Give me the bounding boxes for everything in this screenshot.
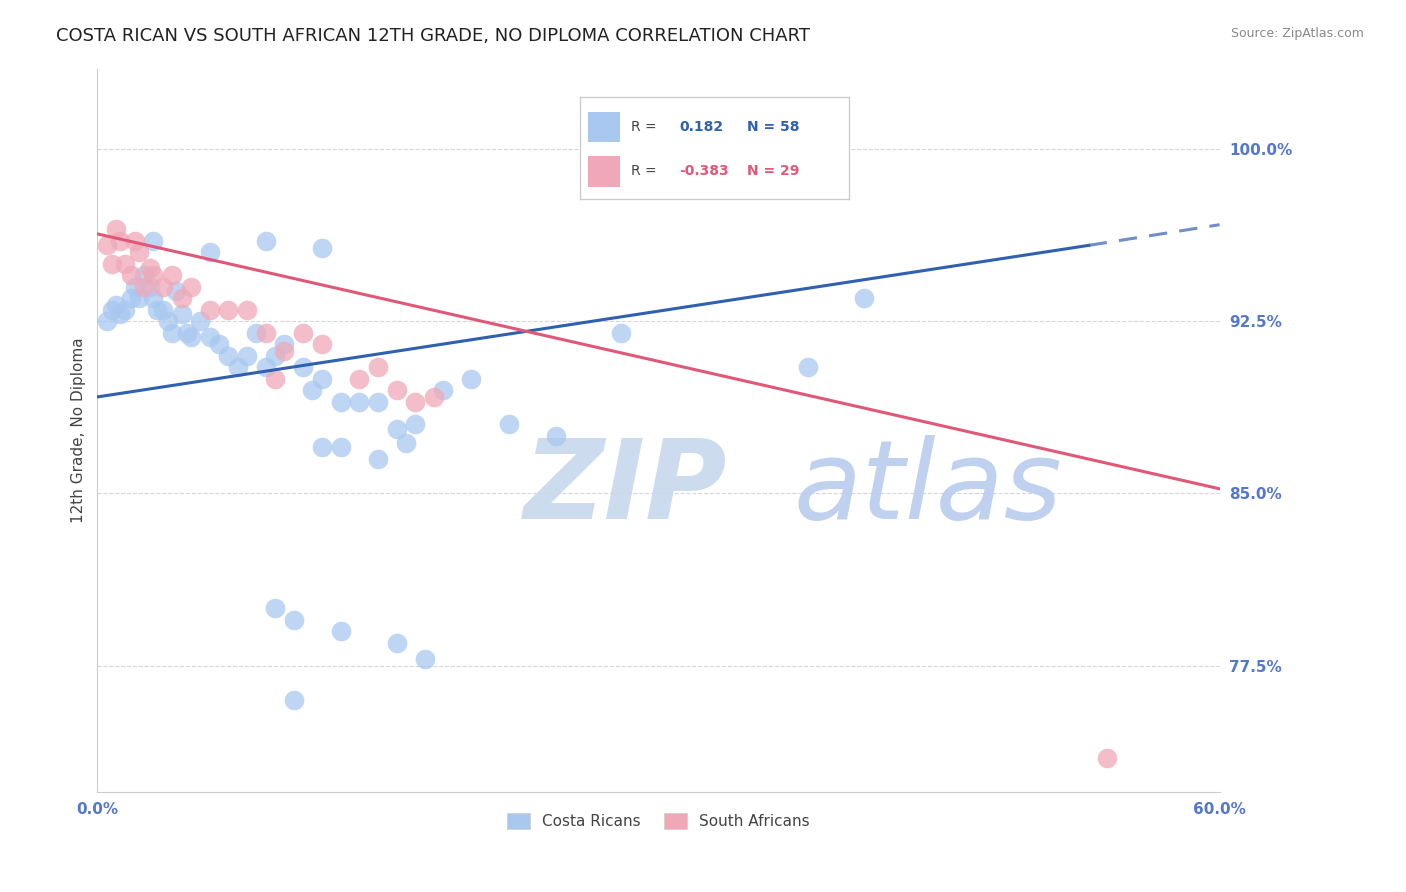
Point (142, 268, 165, 283)
Point (853, 291, 876, 305)
Point (498, 417, 520, 432)
Point (264, 371, 287, 385)
Point (385, 383, 408, 397)
Point (170, 307, 193, 321)
Point (128, 245, 150, 260)
Point (395, 435, 418, 450)
Point (236, 302, 259, 317)
Point (108, 234, 131, 248)
Point (138, 261, 160, 276)
Point (329, 441, 352, 455)
Point (176, 326, 198, 340)
Text: Source: ZipAtlas.com: Source: ZipAtlas.com (1230, 27, 1364, 40)
Point (96, 238, 118, 252)
Point (367, 452, 389, 467)
Point (544, 429, 567, 443)
Point (105, 222, 128, 236)
Point (198, 302, 221, 317)
Point (114, 257, 136, 271)
Point (132, 268, 155, 283)
Point (142, 234, 165, 248)
Point (188, 314, 211, 328)
Point (152, 302, 174, 317)
Point (160, 326, 183, 340)
Point (152, 279, 174, 293)
Point (254, 360, 277, 375)
Point (245, 326, 267, 340)
Y-axis label: 12th Grade, No Diploma: 12th Grade, No Diploma (72, 337, 86, 523)
Point (124, 279, 146, 293)
Point (329, 394, 352, 409)
Point (128, 291, 150, 305)
Point (105, 298, 128, 312)
Point (329, 624, 352, 639)
Point (432, 383, 454, 397)
Text: atlas: atlas (793, 434, 1062, 541)
Point (264, 601, 287, 615)
Point (264, 349, 287, 363)
Point (413, 652, 436, 666)
Point (610, 326, 633, 340)
Point (311, 337, 333, 351)
Point (311, 441, 333, 455)
Point (236, 349, 259, 363)
Point (423, 390, 446, 404)
Point (217, 302, 239, 317)
Point (160, 268, 183, 283)
Point (180, 279, 202, 293)
Point (114, 302, 136, 317)
Point (273, 337, 295, 351)
Text: ZIP: ZIP (524, 434, 727, 541)
Point (1097, 750, 1119, 764)
Point (367, 360, 389, 375)
Point (120, 268, 142, 283)
Point (404, 417, 426, 432)
Point (120, 291, 142, 305)
Point (311, 371, 333, 385)
Point (180, 330, 202, 344)
Point (198, 330, 221, 344)
Point (146, 302, 169, 317)
Point (108, 307, 131, 321)
Point (797, 360, 820, 375)
Point (198, 245, 221, 260)
Point (101, 302, 124, 317)
Point (157, 314, 180, 328)
Point (273, 344, 295, 359)
Legend: Costa Ricans, South Africans: Costa Ricans, South Africans (501, 806, 815, 835)
Point (132, 279, 155, 293)
Point (96, 314, 118, 328)
Point (385, 422, 408, 436)
Point (283, 613, 305, 627)
Text: COSTA RICAN VS SOUTH AFRICAN 12TH GRADE, NO DIPLOMA CORRELATION CHART: COSTA RICAN VS SOUTH AFRICAN 12TH GRADE,… (56, 27, 810, 45)
Point (385, 635, 408, 649)
Point (311, 241, 333, 255)
Point (367, 394, 389, 409)
Point (404, 394, 426, 409)
Point (101, 257, 124, 271)
Point (283, 693, 305, 707)
Point (347, 371, 370, 385)
Point (460, 371, 482, 385)
Point (142, 291, 165, 305)
Point (254, 326, 277, 340)
Point (170, 291, 193, 305)
Point (124, 234, 146, 248)
Point (208, 337, 231, 351)
Point (301, 383, 323, 397)
Point (292, 360, 315, 375)
Point (347, 394, 370, 409)
Point (226, 360, 249, 375)
Point (138, 279, 160, 293)
Point (254, 234, 277, 248)
Point (165, 285, 187, 299)
Point (217, 349, 239, 363)
Point (292, 326, 315, 340)
